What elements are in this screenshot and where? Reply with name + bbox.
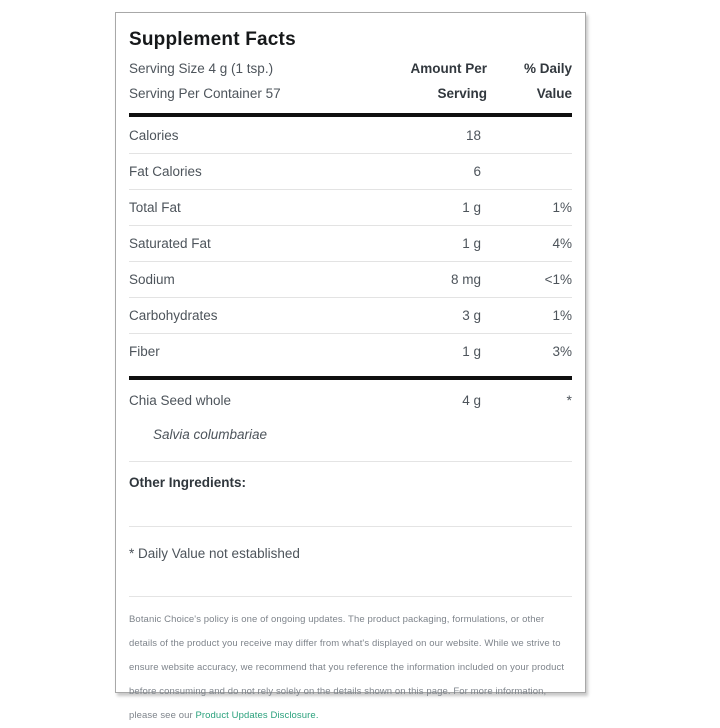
nutrient-amount: 3 g [462,308,481,323]
nutrient-dv: 3% [552,344,572,359]
nutrient-label: Carbohydrates [129,308,218,323]
ingredient-dv-asterisk: * [566,392,572,408]
heavy-rule-top [129,113,572,117]
nutrient-amount: 1 g [462,344,481,359]
ingredient-amount: 4 g [462,393,481,408]
nutrient-amount: 1 g [462,200,481,215]
daily-value-footnote: * Daily Value not established [129,546,300,561]
servings-per-container: Serving Per Container 57 [129,86,281,101]
divider [129,596,572,597]
nutrient-dv: 1% [552,200,572,215]
table-row: Total Fat 1 g 1% [129,189,572,225]
table-row: Saturated Fat 1 g 4% [129,225,572,261]
nutrient-dv: <1% [544,272,572,287]
nutrient-amount: 18 [465,127,481,143]
nutrient-label: Fat Calories [129,164,202,179]
botanical-name: Salvia columbariae [153,427,268,442]
panel-title: Supplement Facts [129,29,296,50]
supplement-facts-panel: Supplement Facts Serving Size 4 g (1 tsp… [115,12,586,721]
nutrient-table: Calories 18 Fat Calories 6 Total Fat 1 g… [129,117,572,369]
divider [129,526,572,527]
ingredient-label: Chia Seed whole [129,393,232,408]
nutrient-dv: 1% [552,308,572,323]
column-header-amount: Amount Per Serving [410,61,487,101]
policy-disclaimer: Botanic Choice's policy is one of ongoin… [129,608,572,728]
nutrient-amount: 1 g [462,236,481,251]
product-updates-disclosure-link[interactable]: Product Updates Disclosure. [195,710,319,721]
column-header-daily-value: % Daily Value [523,61,572,101]
ingredient-row: Chia Seed whole 4 g * [129,380,572,408]
nutrient-label: Calories [129,127,179,143]
table-row: Calories 18 [129,117,572,153]
serving-info: Serving Size 4 g (1 tsp.) Serving Per Co… [129,56,357,106]
table-row: Carbohydrates 3 g 1% [129,297,572,333]
nutrient-label: Saturated Fat [129,236,211,251]
table-row: Fat Calories 6 [129,153,572,189]
nutrient-dv: 4% [552,236,572,251]
nutrient-label: Fiber [129,344,160,359]
facts-header: Serving Size 4 g (1 tsp.) Serving Per Co… [129,56,572,106]
serving-size: Serving Size 4 g (1 tsp.) [129,61,274,76]
table-row: Fiber 1 g 3% [129,333,572,369]
divider [129,461,572,462]
other-ingredients-label: Other Ingredients: [129,475,247,490]
disclaimer-text: Botanic Choice's policy is one of ongoin… [129,614,565,721]
nutrient-amount: 8 mg [450,272,481,287]
nutrient-label: Total Fat [129,200,181,215]
nutrient-amount: 6 [473,164,481,179]
table-row: Sodium 8 mg <1% [129,261,572,297]
heavy-rule-bottom [129,376,572,380]
nutrient-label: Sodium [129,272,175,287]
